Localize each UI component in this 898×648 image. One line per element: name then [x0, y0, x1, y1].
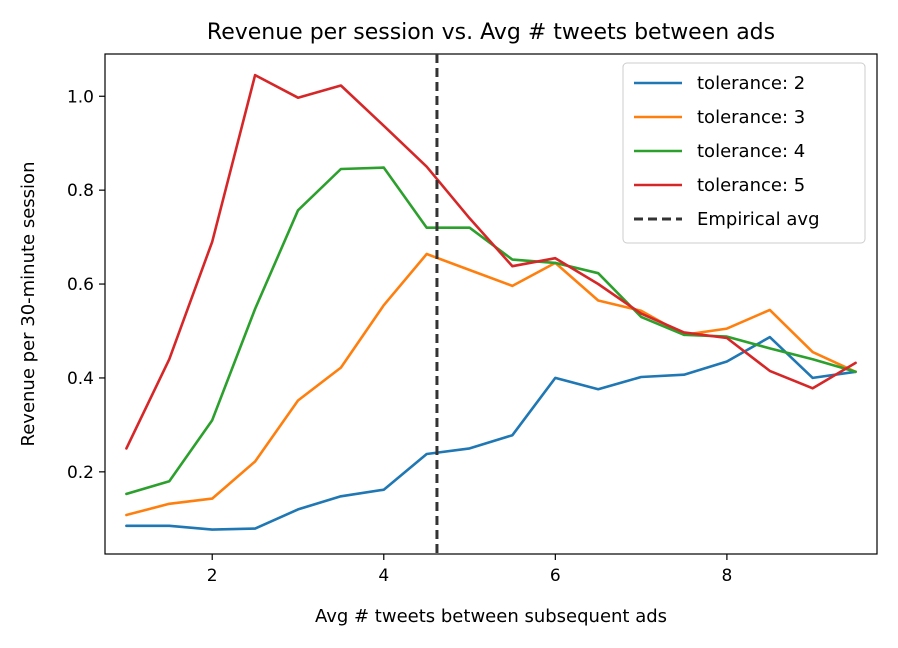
x-tick-label: 6	[550, 566, 561, 586]
series-line-tolerance-2	[125, 335, 857, 531]
chart-title: Revenue per session vs. Avg # tweets bet…	[207, 20, 775, 45]
y-axis-label: Revenue per 30-minute session	[18, 162, 39, 447]
y-tick-label: 0.4	[67, 369, 94, 389]
y-tick-label: 0.8	[67, 181, 94, 201]
x-tick-label: 8	[721, 566, 732, 586]
legend-label: tolerance: 5	[697, 175, 805, 196]
x-axis-ticks: 2 4 6 8	[207, 554, 732, 586]
legend-label: tolerance: 2	[697, 73, 805, 94]
x-tick-label: 2	[207, 566, 218, 586]
series-line-tolerance-5	[125, 73, 857, 450]
y-tick-label: 1.0	[67, 87, 94, 107]
legend-label: Empirical avg	[697, 209, 820, 230]
series-layer	[125, 73, 857, 531]
x-axis-label: Avg # tweets between subsequent ads	[315, 606, 667, 627]
legend-label: tolerance: 3	[697, 107, 805, 128]
y-axis-ticks: 0.2 0.4 0.6 0.8 1.0	[67, 87, 105, 483]
legend-box	[622, 62, 866, 244]
y-tick-label: 0.2	[67, 463, 94, 483]
legend: tolerance: 2 tolerance: 3 tolerance: 4 tole…	[622, 62, 866, 244]
series-line-tolerance-3	[125, 252, 857, 517]
x-tick-label: 4	[378, 566, 389, 586]
y-tick-label: 0.6	[67, 275, 94, 295]
legend-label: tolerance: 4	[697, 141, 805, 162]
